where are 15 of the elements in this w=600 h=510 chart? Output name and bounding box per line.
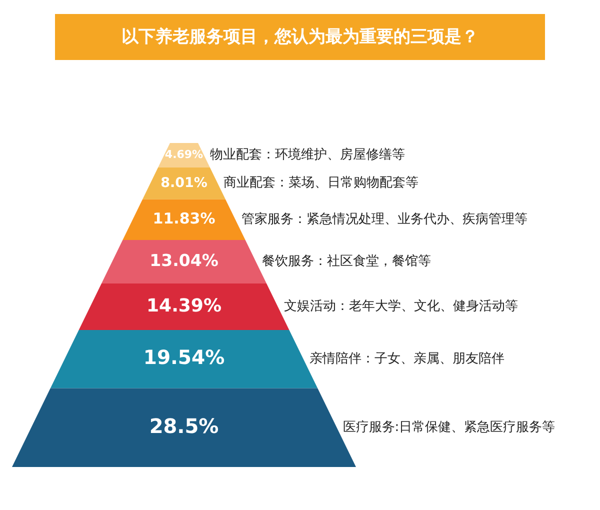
- category-label: 管家服务：紧急情况处理、业务代办、疾病管理等: [241, 211, 528, 228]
- category-label: 文娱活动：老年大学、文化、健身活动等: [284, 299, 518, 314]
- category-label: 医疗服务:日常保健、紧急医疗服务等: [342, 420, 556, 436]
- data-label: 19.54%: [143, 346, 225, 370]
- category-label: 商业配套：菜场、日常购物配套等: [224, 176, 419, 191]
- data-label: 11.83%: [152, 210, 216, 228]
- data-label: 8.01%: [160, 174, 208, 191]
- text: 以下养老服务项目，您认为最为重要的三项是？: [55, 14, 545, 60]
- data-label: 14.39%: [146, 295, 222, 316]
- category-label: 餐饮服务：社区食堂，餐馆等: [262, 254, 431, 270]
- data-label: 28.5%: [149, 414, 219, 438]
- data-label: 13.04%: [150, 251, 219, 270]
- category-label: 亲情陪伴：子女、亲属、朋友陪伴: [309, 352, 504, 367]
- category-label: 物业配套：环境维护、房屋修缮等: [210, 146, 405, 163]
- data-label: 4.69%: [164, 148, 204, 162]
